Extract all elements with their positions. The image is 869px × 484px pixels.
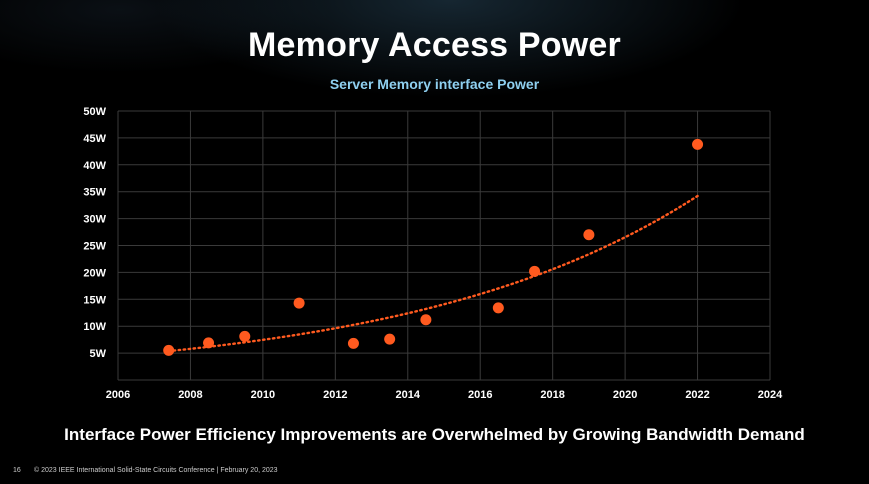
x-tick-label: 2024 — [758, 389, 783, 401]
y-tick-label: 30W — [83, 214, 106, 226]
slide-title: Memory Access Power — [248, 26, 621, 64]
data-point — [492, 302, 504, 314]
page-number: 16 — [13, 467, 21, 474]
trendline — [167, 194, 699, 353]
data-point — [163, 344, 175, 356]
x-tick-label: 2016 — [468, 389, 492, 401]
data-points — [163, 138, 704, 356]
data-point — [583, 229, 595, 241]
y-tick-label: 5W — [90, 348, 107, 360]
x-tick-label: 2008 — [178, 389, 202, 401]
y-tick-label: 45W — [83, 133, 106, 145]
data-point — [420, 314, 432, 326]
data-point — [384, 333, 396, 345]
data-point — [692, 138, 704, 150]
y-tick-label: 25W — [83, 241, 106, 253]
data-point — [529, 265, 541, 277]
x-tick-label: 2020 — [613, 389, 637, 401]
y-tick-label: 15W — [83, 294, 106, 306]
data-point — [239, 330, 251, 342]
slide-message: Interface Power Efficiency Improvements … — [64, 425, 805, 444]
data-point — [203, 337, 215, 349]
x-tick-label: 2010 — [251, 389, 275, 401]
x-tick-label: 2006 — [106, 389, 130, 401]
x-tick-label: 2018 — [540, 389, 564, 401]
chart-grid — [117, 110, 771, 381]
x-tick-label: 2014 — [396, 389, 421, 401]
trendline-layer — [167, 194, 699, 353]
y-tick-label: 40W — [83, 160, 106, 172]
x-axis-ticks: 2006 2008 2010 2012 2014 2016 2018 2020 2022 2024 — [106, 389, 783, 401]
y-axis-ticks: 5W 10W 15W 20W 25W 30W 35W 40W 45W 50W — [83, 106, 106, 360]
y-tick-label: 35W — [83, 187, 106, 199]
data-point — [293, 297, 305, 309]
chart-title: Server Memory interface Power — [329, 76, 540, 92]
y-tick-label: 10W — [83, 321, 106, 333]
data-point — [347, 337, 359, 349]
x-tick-label: 2012 — [323, 389, 347, 401]
copyright-footer: © 2023 IEEE International Solid-State Ci… — [34, 467, 278, 474]
y-tick-label: 20W — [83, 267, 106, 279]
x-tick-label: 2022 — [685, 389, 709, 401]
y-tick-label: 50W — [83, 106, 106, 118]
